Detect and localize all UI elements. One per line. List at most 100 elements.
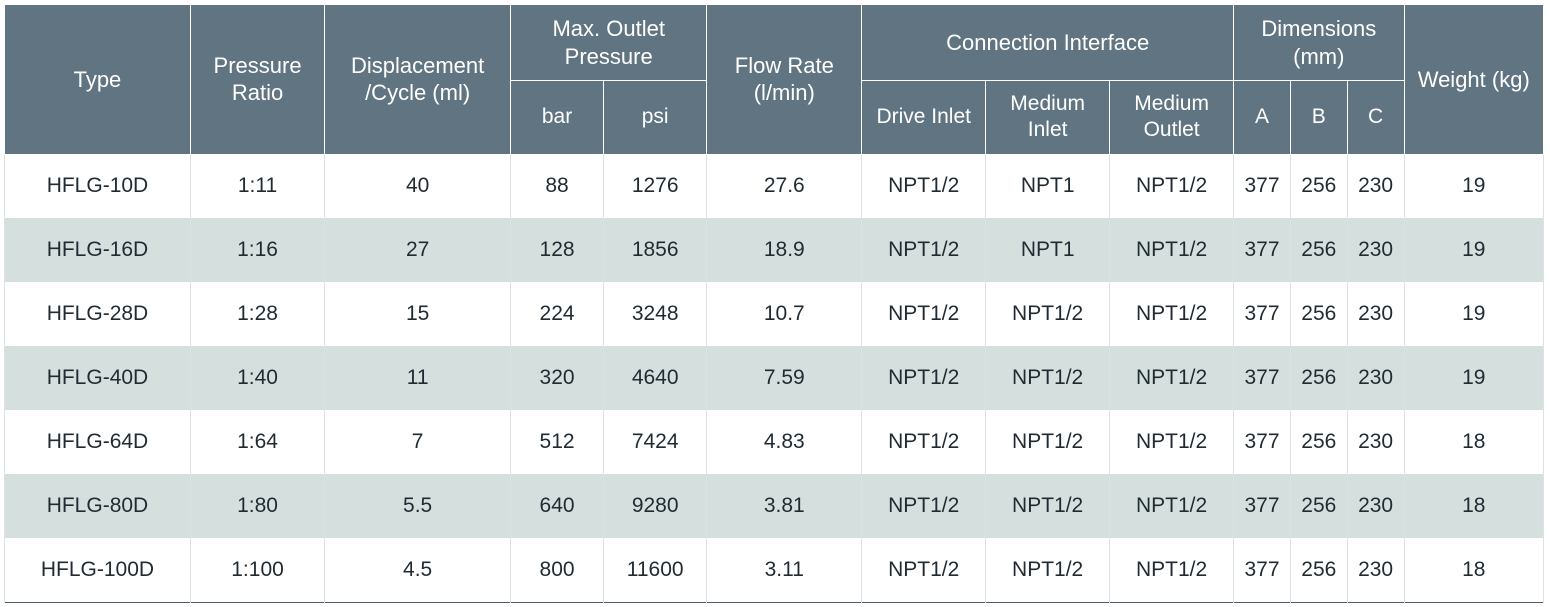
cell-ratio: 1:64 bbox=[190, 410, 324, 474]
cell-psi: 3248 bbox=[604, 282, 707, 346]
cell-displacement: 7 bbox=[325, 410, 511, 474]
cell-bar: 800 bbox=[511, 538, 604, 602]
col-flow: Flow Rate (l/min) bbox=[707, 5, 862, 155]
cell-type: HFLG-10D bbox=[5, 154, 191, 218]
col-conn-min: Medium Inlet bbox=[986, 81, 1110, 155]
cell-dim-b: 256 bbox=[1290, 282, 1347, 346]
cell-dim-a: 377 bbox=[1234, 410, 1291, 474]
cell-flow: 7.59 bbox=[707, 346, 862, 410]
cell-weight: 19 bbox=[1404, 346, 1544, 410]
cell-psi: 11600 bbox=[604, 538, 707, 602]
cell-dim-a: 377 bbox=[1234, 474, 1291, 538]
cell-flow: 10.7 bbox=[707, 282, 862, 346]
cell-dim-a: 377 bbox=[1234, 346, 1291, 410]
cell-dim-b: 256 bbox=[1290, 538, 1347, 602]
cell-drive-inlet: NPT1/2 bbox=[862, 346, 986, 410]
cell-flow: 3.81 bbox=[707, 474, 862, 538]
cell-displacement: 4.5 bbox=[325, 538, 511, 602]
cell-flow: 3.11 bbox=[707, 538, 862, 602]
cell-psi: 4640 bbox=[604, 346, 707, 410]
cell-dim-c: 230 bbox=[1347, 410, 1404, 474]
table-row: HFLG-64D1:64751274244.83NPT1/2NPT1/2NPT1… bbox=[5, 410, 1544, 474]
table-row: HFLG-80D1:805.564092803.81NPT1/2NPT1/2NP… bbox=[5, 474, 1544, 538]
cell-medium-outlet: NPT1/2 bbox=[1110, 346, 1234, 410]
cell-drive-inlet: NPT1/2 bbox=[862, 154, 986, 218]
table-header: Type Pressure Ratio Displacement /Cycle … bbox=[5, 5, 1544, 155]
table-row: HFLG-100D1:1004.5800116003.11NPT1/2NPT1/… bbox=[5, 538, 1544, 602]
cell-weight: 19 bbox=[1404, 218, 1544, 282]
col-max-outlet: Max. Outlet Pressure bbox=[511, 5, 707, 81]
cell-weight: 19 bbox=[1404, 282, 1544, 346]
cell-medium-outlet: NPT1/2 bbox=[1110, 218, 1234, 282]
cell-ratio: 1:11 bbox=[190, 154, 324, 218]
cell-flow: 18.9 bbox=[707, 218, 862, 282]
cell-drive-inlet: NPT1/2 bbox=[862, 410, 986, 474]
cell-dim-c: 230 bbox=[1347, 474, 1404, 538]
cell-flow: 4.83 bbox=[707, 410, 862, 474]
col-dim-a: A bbox=[1234, 81, 1291, 155]
cell-dim-a: 377 bbox=[1234, 218, 1291, 282]
cell-displacement: 15 bbox=[325, 282, 511, 346]
cell-dim-c: 230 bbox=[1347, 346, 1404, 410]
cell-displacement: 5.5 bbox=[325, 474, 511, 538]
cell-drive-inlet: NPT1/2 bbox=[862, 538, 986, 602]
cell-dim-b: 256 bbox=[1290, 410, 1347, 474]
cell-medium-inlet: NPT1/2 bbox=[986, 538, 1110, 602]
cell-psi: 1856 bbox=[604, 218, 707, 282]
cell-ratio: 1:16 bbox=[190, 218, 324, 282]
cell-type: HFLG-80D bbox=[5, 474, 191, 538]
spec-table: Type Pressure Ratio Displacement /Cycle … bbox=[4, 4, 1544, 603]
cell-psi: 7424 bbox=[604, 410, 707, 474]
cell-bar: 640 bbox=[511, 474, 604, 538]
cell-bar: 88 bbox=[511, 154, 604, 218]
cell-weight: 18 bbox=[1404, 410, 1544, 474]
cell-medium-outlet: NPT1/2 bbox=[1110, 474, 1234, 538]
cell-psi: 9280 bbox=[604, 474, 707, 538]
cell-drive-inlet: NPT1/2 bbox=[862, 282, 986, 346]
table-row: HFLG-16D1:1627128185618.9NPT1/2NPT1NPT1/… bbox=[5, 218, 1544, 282]
cell-ratio: 1:40 bbox=[190, 346, 324, 410]
cell-ratio: 1:80 bbox=[190, 474, 324, 538]
cell-medium-outlet: NPT1/2 bbox=[1110, 282, 1234, 346]
cell-displacement: 27 bbox=[325, 218, 511, 282]
table-row: HFLG-10D1:114088127627.6NPT1/2NPT1NPT1/2… bbox=[5, 154, 1544, 218]
cell-dim-c: 230 bbox=[1347, 538, 1404, 602]
cell-medium-inlet: NPT1/2 bbox=[986, 282, 1110, 346]
cell-medium-inlet: NPT1/2 bbox=[986, 410, 1110, 474]
col-type: Type bbox=[5, 5, 191, 155]
cell-ratio: 1:28 bbox=[190, 282, 324, 346]
cell-flow: 27.6 bbox=[707, 154, 862, 218]
col-psi: psi bbox=[604, 81, 707, 155]
col-dim-b: B bbox=[1290, 81, 1347, 155]
cell-dim-a: 377 bbox=[1234, 154, 1291, 218]
cell-drive-inlet: NPT1/2 bbox=[862, 474, 986, 538]
cell-medium-outlet: NPT1/2 bbox=[1110, 154, 1234, 218]
cell-drive-inlet: NPT1/2 bbox=[862, 218, 986, 282]
col-conn-drive: Drive Inlet bbox=[862, 81, 986, 155]
col-conn: Connection Interface bbox=[862, 5, 1234, 81]
cell-bar: 320 bbox=[511, 346, 604, 410]
cell-bar: 512 bbox=[511, 410, 604, 474]
cell-medium-outlet: NPT1/2 bbox=[1110, 410, 1234, 474]
cell-weight: 18 bbox=[1404, 474, 1544, 538]
col-bar: bar bbox=[511, 81, 604, 155]
cell-bar: 224 bbox=[511, 282, 604, 346]
cell-dim-c: 230 bbox=[1347, 154, 1404, 218]
cell-medium-outlet: NPT1/2 bbox=[1110, 538, 1234, 602]
cell-dim-a: 377 bbox=[1234, 282, 1291, 346]
cell-medium-inlet: NPT1/2 bbox=[986, 474, 1110, 538]
col-displacement: Displacement /Cycle (ml) bbox=[325, 5, 511, 155]
col-ratio: Pressure Ratio bbox=[190, 5, 324, 155]
cell-type: HFLG-64D bbox=[5, 410, 191, 474]
cell-dim-a: 377 bbox=[1234, 538, 1291, 602]
cell-medium-inlet: NPT1/2 bbox=[986, 346, 1110, 410]
col-dim: Dimensions (mm) bbox=[1234, 5, 1404, 81]
table-body: HFLG-10D1:114088127627.6NPT1/2NPT1NPT1/2… bbox=[5, 154, 1544, 602]
cell-type: HFLG-100D bbox=[5, 538, 191, 602]
cell-bar: 128 bbox=[511, 218, 604, 282]
cell-displacement: 40 bbox=[325, 154, 511, 218]
cell-psi: 1276 bbox=[604, 154, 707, 218]
col-conn-mout: Medium Outlet bbox=[1110, 81, 1234, 155]
cell-dim-c: 230 bbox=[1347, 218, 1404, 282]
cell-dim-b: 256 bbox=[1290, 218, 1347, 282]
